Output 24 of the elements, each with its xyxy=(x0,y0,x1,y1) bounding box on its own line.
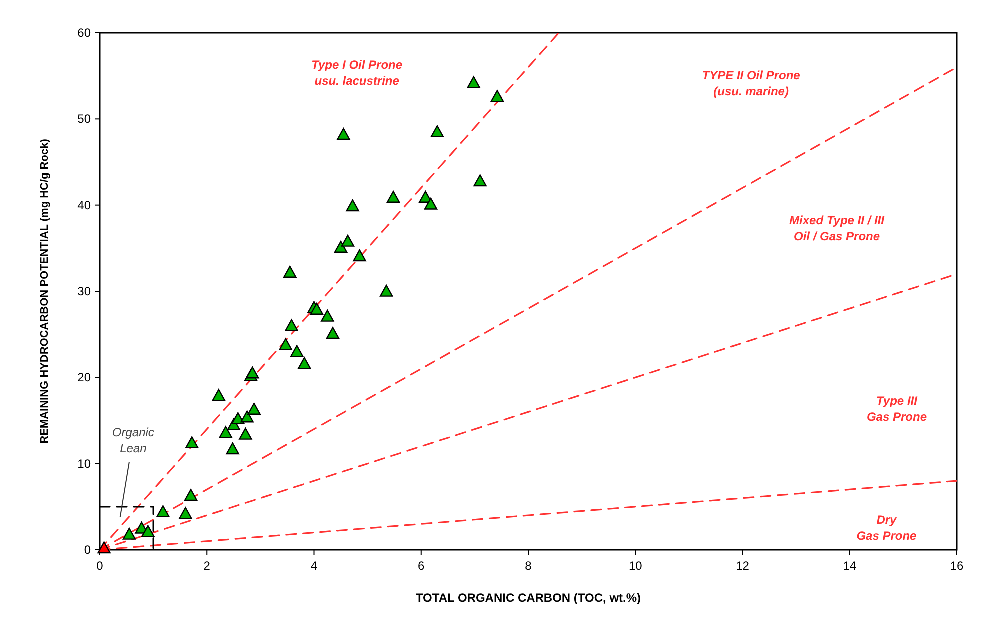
annotation: Dry Gas Prone xyxy=(856,513,918,544)
y-tick-label: 50 xyxy=(78,112,92,126)
x-tick-label: 12 xyxy=(736,559,750,573)
y-tick-label: 60 xyxy=(78,26,92,40)
y-tick-label: 10 xyxy=(78,456,92,471)
x-tick-label: 4 xyxy=(310,559,318,573)
x-tick-label: 0 xyxy=(96,559,104,573)
annotation: Type III Gas Prone xyxy=(866,394,928,424)
x-tick-label: 6 xyxy=(418,559,426,573)
annotation: Organic Lean xyxy=(112,425,154,456)
y-tick-label: 0 xyxy=(84,543,92,557)
y-axis-title: REMAINING HYDROCARBON POTENTIAL (mg HC/g Rock) xyxy=(39,138,51,444)
annotation: TYPE II Oil Prone (usu. marine) xyxy=(702,68,801,99)
annotation: Type I Oil Prone usu. lacustrine xyxy=(312,58,403,88)
x-tick-label: 10 xyxy=(628,559,643,573)
y-tick-label: 30 xyxy=(78,284,92,298)
x-tick-label: 2 xyxy=(204,559,211,573)
annotation: Mixed Type II / III Oil / Gas Prone xyxy=(790,213,886,244)
x-tick-label: 16 xyxy=(950,559,964,573)
x-tick-label: 14 xyxy=(843,559,857,573)
y-tick-label: 20 xyxy=(78,370,92,385)
x-tick-label: 8 xyxy=(525,559,532,573)
x-axis-title: TOTAL ORGANIC CARBON (TOC, wt.%) xyxy=(416,591,642,605)
y-tick-label: 40 xyxy=(78,198,92,212)
